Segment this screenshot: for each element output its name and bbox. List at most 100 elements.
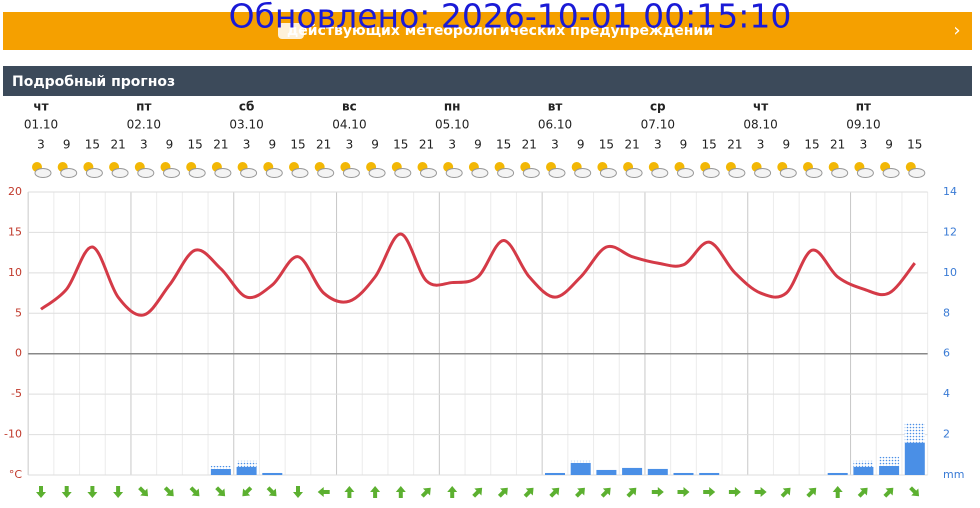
hour-label: 9	[166, 138, 174, 152]
date: 08.10	[743, 118, 777, 132]
wind-arrow	[832, 486, 843, 498]
hour-label: 3	[860, 138, 868, 152]
y2-tick-label: 14	[943, 185, 957, 198]
hour-label: 3	[37, 138, 45, 152]
icon-cloud	[240, 168, 258, 178]
precip-possible	[904, 422, 925, 443]
hour-label: 9	[474, 138, 482, 152]
wind-arrow	[215, 486, 226, 497]
wind-arrow	[113, 486, 124, 498]
hour-label: 3	[654, 138, 662, 152]
wind-arrow	[806, 487, 817, 498]
icon-cloud	[445, 168, 463, 178]
precip-bar	[210, 468, 231, 475]
icon-cloud	[188, 168, 206, 178]
icon-cloud	[651, 168, 669, 178]
precip-bar	[622, 467, 643, 475]
wind-arrow	[293, 486, 303, 498]
date: 05.10	[435, 118, 469, 132]
y-tick-label: 10	[8, 266, 22, 279]
hour-label: 3	[448, 138, 456, 152]
weather-icon	[289, 162, 309, 178]
warning-banner[interactable]	[3, 12, 972, 50]
icon-cloud	[856, 168, 874, 178]
weather-icon	[648, 162, 669, 178]
y-tick-label: 5	[15, 306, 22, 319]
date: 09.10	[846, 118, 880, 132]
icon-cloud	[805, 168, 823, 178]
wind-arrow	[370, 486, 381, 498]
date: 07.10	[641, 118, 675, 132]
y2-tick-label: 2	[943, 428, 950, 441]
icon-cloud	[831, 168, 849, 178]
weather-icon	[186, 162, 206, 178]
icon-cloud	[163, 168, 180, 178]
hour-label: 3	[140, 138, 148, 152]
hour-label: 3	[551, 138, 559, 152]
icon-cloud	[291, 168, 309, 178]
weekday: вс	[342, 100, 357, 114]
icon-cloud	[599, 168, 617, 178]
weather-icon	[314, 162, 335, 178]
wind-arrow	[472, 487, 483, 498]
icon-cloud	[317, 168, 335, 178]
wind-arrow	[651, 487, 664, 497]
precip-possible	[236, 460, 257, 467]
banner-arrow[interactable]: ›	[953, 20, 960, 41]
wind-arrow	[138, 486, 149, 497]
weather-icon	[854, 162, 874, 178]
wind-arrow	[61, 486, 72, 498]
weather-icon	[623, 162, 643, 178]
weekday: пн	[444, 100, 461, 114]
wind-arrow	[523, 487, 534, 498]
icon-cloud	[60, 168, 78, 178]
wind-arrow	[909, 486, 920, 497]
weather-icon	[494, 162, 515, 178]
wind-arrow	[266, 486, 277, 497]
weather-icon	[160, 162, 180, 178]
y-tick-label: -5	[11, 387, 22, 400]
weather-icon	[725, 162, 746, 178]
precip-possible	[879, 456, 900, 466]
icon-cloud	[85, 168, 103, 178]
y2-tick-label: 4	[943, 387, 950, 400]
y-tick-label: -10	[4, 428, 22, 441]
wind-arrow	[780, 487, 791, 498]
weekday: чт	[753, 100, 768, 114]
hour-label: 15	[496, 138, 511, 152]
precip-possible	[210, 465, 231, 469]
icon-cloud	[754, 168, 772, 178]
hour-label: 21	[316, 138, 331, 152]
wind-arrow	[242, 486, 253, 497]
wind-arrow	[549, 487, 560, 498]
hour-label: 21	[522, 138, 537, 152]
precip-bar	[596, 469, 617, 475]
y-tick-label: 0	[15, 347, 22, 360]
section-title: Подробный прогноз	[12, 74, 175, 90]
y2-tick-label: mm	[943, 468, 964, 481]
icon-cloud	[625, 168, 643, 178]
precip-bar	[673, 472, 694, 475]
icon-cloud	[471, 168, 489, 178]
hour-label: 9	[577, 138, 585, 152]
hour-label: 3	[346, 138, 354, 152]
hour-label: 21	[830, 138, 845, 152]
weather-icon	[828, 162, 849, 178]
precip-bar	[236, 466, 257, 475]
weather-icon	[134, 162, 155, 178]
wind-arrow	[189, 486, 200, 497]
hour-label: 9	[63, 138, 71, 152]
precip-bar	[904, 442, 925, 475]
icon-cloud	[420, 168, 437, 178]
weather-icon	[751, 162, 772, 178]
y-tick-label: °C	[9, 468, 23, 481]
weekday: ср	[650, 100, 666, 114]
weather-icon	[803, 162, 823, 178]
wind-arrow	[395, 486, 406, 498]
y-tick-label: 20	[8, 185, 22, 198]
hour-label: 3	[243, 138, 251, 152]
hour-label: 15	[85, 138, 100, 152]
weather-icon	[674, 162, 694, 178]
hour-label: 15	[290, 138, 305, 152]
